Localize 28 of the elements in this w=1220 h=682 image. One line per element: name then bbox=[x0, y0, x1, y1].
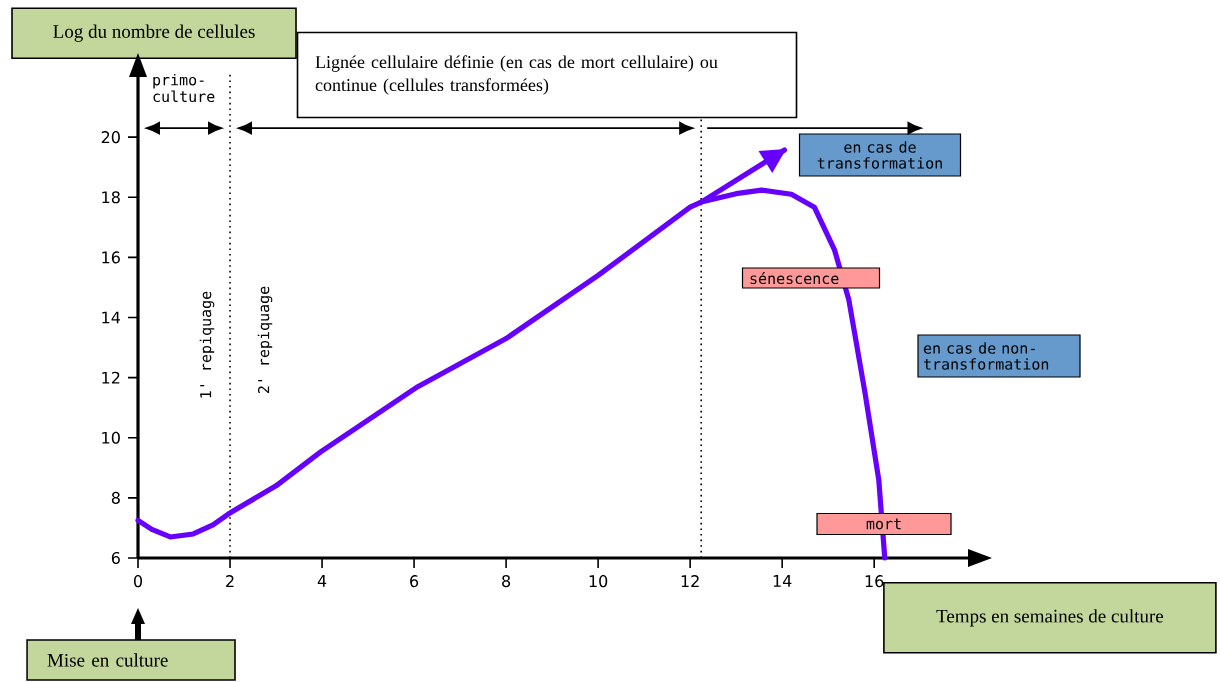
y-tick-label: 20 bbox=[101, 131, 120, 144]
annotation: 1' repiquage bbox=[199, 291, 215, 398]
annotation: sénescence bbox=[750, 271, 839, 285]
y-tick-label: 16 bbox=[102, 251, 120, 264]
x-tick-label: 4 bbox=[317, 575, 327, 587]
x-tick-label: 12 bbox=[681, 575, 699, 587]
y-tick-label: 12 bbox=[102, 371, 120, 384]
y-tick-label: 14 bbox=[102, 311, 121, 324]
annotation: mort bbox=[866, 518, 901, 530]
y-tick-label: 18 bbox=[102, 191, 120, 204]
x-tick-label: 6 bbox=[410, 575, 419, 588]
y-tick-label: 6 bbox=[111, 551, 120, 565]
y-tick-label: 10 bbox=[102, 431, 120, 444]
x-tick-label: 14 bbox=[773, 575, 792, 587]
x-tick-label: 8 bbox=[502, 575, 511, 588]
x-tick-label: 0 bbox=[133, 575, 143, 588]
y-axis-title: Log du nombre de cellules bbox=[53, 24, 255, 42]
x-tick-label: 16 bbox=[865, 575, 884, 588]
x-tick-label: 2 bbox=[226, 575, 234, 587]
x-axis-title: Temps en semaines de culture bbox=[936, 609, 1164, 627]
y-tick-label: 8 bbox=[111, 491, 120, 504]
annotation: en cas de transformation bbox=[817, 141, 942, 169]
text: Mise en culture bbox=[47, 653, 168, 667]
annotation: primo-culture bbox=[153, 73, 215, 103]
annotation: en cas de non-transformation bbox=[923, 342, 1049, 370]
annotation: 2' repiquage bbox=[257, 286, 273, 394]
x-tick-label: 10 bbox=[589, 575, 608, 588]
annotation: Lignée cellulaire définie (en cas de mort cellulaire) ou continue (cellules transformées) bbox=[315, 55, 718, 95]
